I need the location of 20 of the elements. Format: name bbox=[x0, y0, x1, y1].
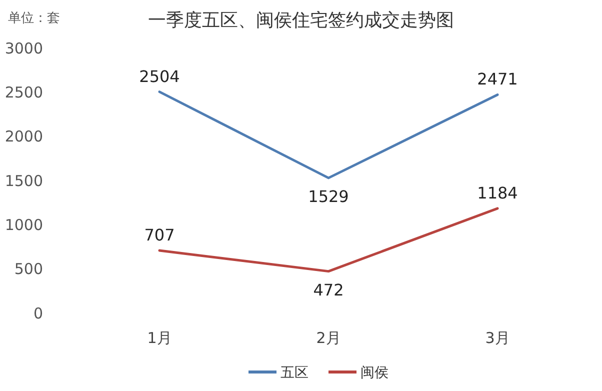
y-tick-label: 1000 bbox=[4, 216, 43, 234]
y-tick-label: 2000 bbox=[4, 128, 43, 146]
y-axis-title: 单位：套 bbox=[8, 11, 60, 26]
data-label: 1184 bbox=[477, 183, 518, 202]
data-label: 472 bbox=[313, 280, 344, 300]
y-tick-label: 2500 bbox=[4, 83, 43, 102]
data-label: 2504 bbox=[139, 66, 180, 86]
y-tick-label: 0 bbox=[33, 304, 43, 322]
legend-label: 闽侯 bbox=[360, 365, 388, 381]
data-label: 1529 bbox=[308, 186, 349, 206]
y-tick-label: 500 bbox=[14, 260, 43, 278]
x-tick-label: 3月 bbox=[485, 329, 510, 347]
x-tick-label: 1月 bbox=[147, 329, 172, 347]
data-label: 707 bbox=[144, 226, 175, 245]
legend-label: 五区 bbox=[280, 365, 308, 381]
y-tick-label: 1500 bbox=[4, 172, 43, 190]
x-tick-label: 2月 bbox=[316, 329, 341, 347]
y-tick-label: 3000 bbox=[4, 39, 43, 58]
data-label: 2471 bbox=[477, 70, 518, 89]
chart-title: 一季度五区、闽侯住宅签约成交走势图 bbox=[148, 10, 454, 31]
